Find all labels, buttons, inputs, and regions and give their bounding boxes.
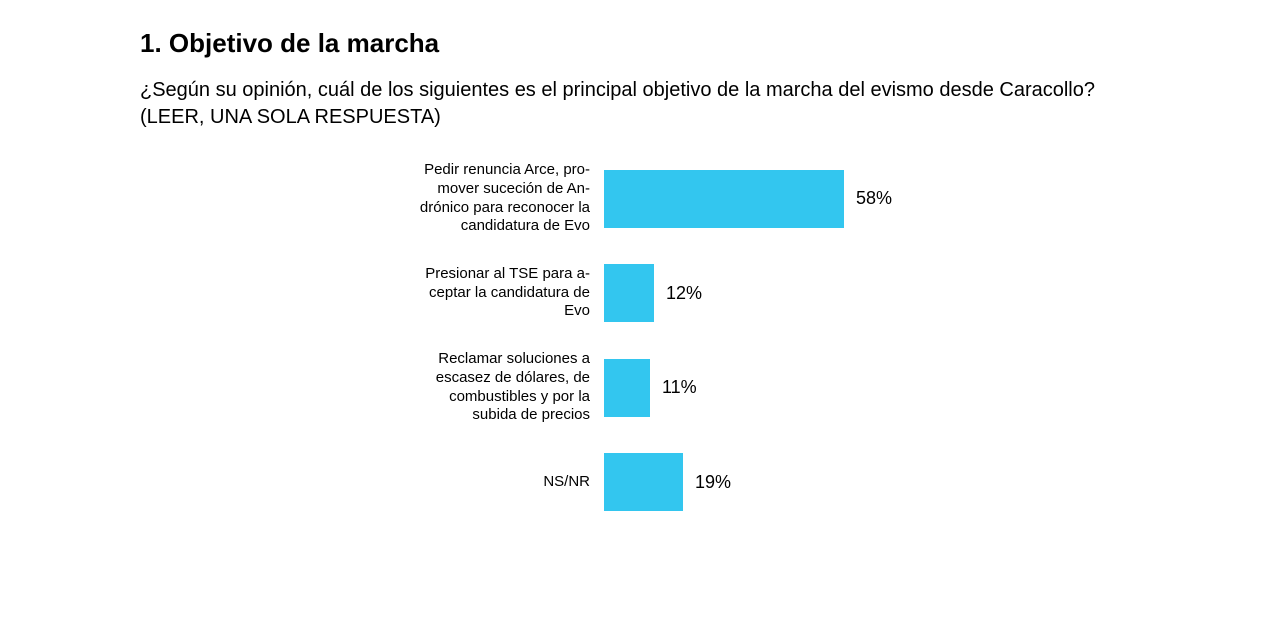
bar-wrap: 12%	[604, 264, 702, 322]
bar	[604, 264, 654, 322]
category-label: Pedir renuncia Arce, pro-mover suceción …	[370, 161, 604, 236]
horizontal-bar-chart: Pedir renuncia Arce, pro-mover suceción …	[370, 161, 1090, 511]
chart-row: NS/NR 19%	[370, 453, 1090, 511]
chart-row: Reclamar soluciones aescasez de dólares,…	[370, 350, 1090, 425]
category-label: NS/NR	[370, 473, 604, 492]
survey-question: ¿Según su opinión, cuál de los siguiente…	[140, 77, 1141, 131]
bar	[604, 359, 650, 417]
value-label: 19%	[695, 472, 731, 493]
bar-wrap: 58%	[604, 170, 892, 228]
value-label: 12%	[666, 283, 702, 304]
slide-title: 1. Objetivo de la marcha	[140, 28, 1141, 59]
value-label: 58%	[856, 188, 892, 209]
bar	[604, 453, 683, 511]
bar-wrap: 11%	[604, 359, 697, 417]
bar	[604, 170, 844, 228]
category-label: Reclamar soluciones aescasez de dólares,…	[370, 350, 604, 425]
chart-row: Pedir renuncia Arce, pro-mover suceción …	[370, 161, 1090, 236]
category-label: Presionar al TSE para a-ceptar la candid…	[370, 265, 604, 321]
bar-wrap: 19%	[604, 453, 731, 511]
survey-slide: 1. Objetivo de la marcha ¿Según su opini…	[0, 0, 1281, 634]
value-label: 11%	[662, 377, 697, 398]
chart-row: Presionar al TSE para a-ceptar la candid…	[370, 264, 1090, 322]
